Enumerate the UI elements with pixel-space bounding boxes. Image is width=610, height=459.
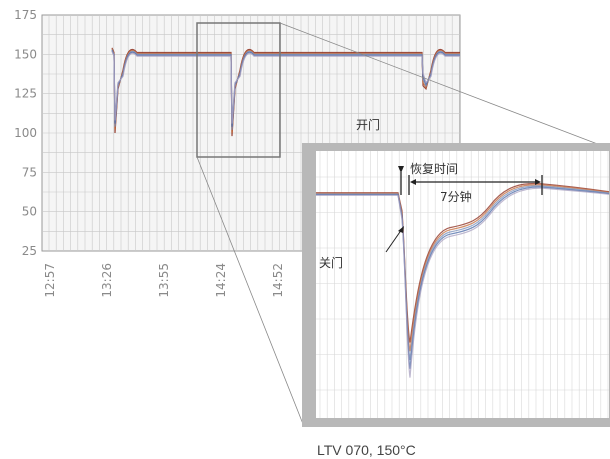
duration-arrow-left-icon: [410, 179, 416, 185]
x-tick-label: 13:26: [100, 263, 114, 298]
duration-arrow-right-icon: [535, 179, 541, 185]
door-open-label: 开门: [356, 117, 380, 132]
zoom-region-box: [196, 22, 281, 158]
x-tick-label: 14:24: [214, 263, 228, 298]
y-tick-label: 50: [22, 205, 37, 219]
recovery-duration-label: 7分钟: [440, 189, 472, 204]
door-closed-arrow-icon: [398, 226, 404, 233]
x-tick-label: 14:52: [271, 263, 285, 298]
chart-caption: LTV 070, 150°C: [317, 442, 416, 458]
y-axis-ticks: 25 50 75 100 125 150 175: [14, 8, 37, 258]
y-tick-label: 25: [22, 244, 37, 258]
door-closed-label: 关门: [319, 255, 343, 270]
door-closed-pointer: [385, 228, 403, 253]
zoom-connector-top: [279, 22, 609, 149]
x-tick-label: 12:57: [43, 263, 57, 298]
series-line: [111, 51, 460, 124]
recovery-time-label: 恢复时间: [410, 162, 458, 176]
door-open-arrow-icon: [398, 166, 404, 173]
main-plot-series: [111, 47, 460, 137]
y-tick-label: 175: [14, 8, 37, 22]
zoom-connector-bottom: [196, 156, 304, 425]
x-axis-ticks: 12:57 13:26 13:55 14:24 14:52: [43, 263, 285, 298]
x-tick-label: 13:55: [157, 263, 171, 298]
y-tick-label: 150: [14, 47, 37, 61]
y-tick-label: 100: [14, 126, 37, 140]
y-tick-label: 75: [22, 165, 37, 179]
y-tick-label: 125: [14, 87, 37, 101]
inset-panel: [302, 143, 610, 427]
